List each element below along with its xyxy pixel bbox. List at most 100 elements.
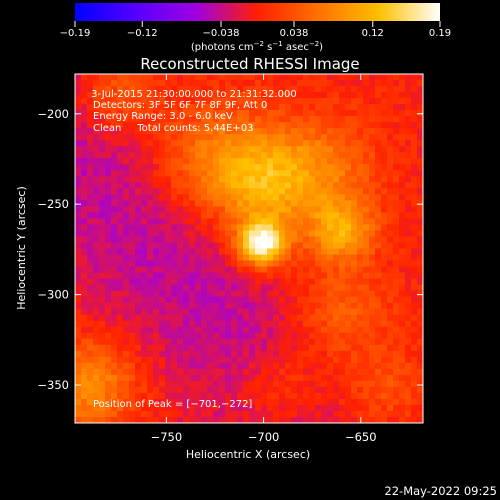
heatmap-pixel (153, 200, 160, 207)
heatmap-pixel (255, 410, 262, 418)
heatmap-pixel (381, 332, 388, 340)
heatmap-pixel (165, 212, 172, 219)
heatmap-pixel (201, 110, 208, 117)
heatmap-pixel (135, 152, 142, 159)
heatmap-pixel (195, 128, 202, 135)
heatmap-pixel (291, 374, 298, 382)
heatmap-pixel (279, 242, 286, 249)
heatmap-pixel (399, 194, 406, 201)
heatmap-pixel (237, 242, 244, 249)
heatmap-pixel (387, 152, 394, 159)
heatmap-pixel (135, 80, 142, 87)
heatmap-pixel (189, 134, 196, 141)
heatmap-pixel (171, 86, 178, 93)
heatmap-pixel (99, 230, 106, 237)
heatmap-pixel (285, 290, 292, 298)
heatmap-pixel (417, 404, 423, 412)
heatmap-pixel (243, 380, 250, 388)
heatmap-pixel (195, 386, 202, 394)
heatmap-pixel (159, 320, 166, 328)
heatmap-pixel (393, 356, 400, 364)
heatmap-pixel (285, 170, 292, 177)
heatmap-pixel (255, 176, 262, 183)
heatmap-pixel (87, 404, 94, 412)
annotation-total-counts: Clean Total counts: 5.44E+03 (93, 123, 253, 134)
heatmap-pixel (393, 326, 400, 334)
heatmap-pixel (363, 128, 370, 135)
heatmap-pixel (285, 224, 292, 231)
heatmap-pixel (405, 302, 412, 310)
heatmap-pixel (237, 146, 244, 153)
heatmap-pixel (195, 272, 202, 279)
heatmap-pixel (75, 260, 82, 267)
annotation-detectors: Detectors: 3F 5F 6F 7F 8F 9F, Att 0 (93, 100, 267, 111)
heatmap-pixel (171, 134, 178, 141)
heatmap-pixel (177, 392, 184, 400)
heatmap-pixel (339, 386, 346, 394)
heatmap-pixel (195, 188, 202, 195)
heatmap-pixel (159, 194, 166, 201)
heatmap-pixel (315, 152, 322, 159)
heatmap-pixel (267, 386, 274, 394)
heatmap-pixel (135, 404, 142, 412)
heatmap-pixel (255, 296, 262, 304)
heatmap-pixel (345, 254, 352, 261)
heatmap-pixel (291, 74, 298, 81)
heatmap-pixel (351, 302, 358, 310)
heatmap-pixel (171, 254, 178, 261)
heatmap-pixel (249, 290, 256, 298)
heatmap-pixel (183, 404, 190, 412)
heatmap-pixel (135, 104, 142, 111)
heatmap-pixel (357, 398, 364, 406)
heatmap-pixel (351, 350, 358, 358)
heatmap-pixel (405, 398, 412, 406)
heatmap-pixel (339, 188, 346, 195)
heatmap-pixel (219, 134, 226, 141)
heatmap-pixel (393, 266, 400, 273)
heatmap-pixel (357, 410, 364, 418)
heatmap-pixel (291, 410, 298, 418)
heatmap-pixel (201, 380, 208, 388)
heatmap-pixel (363, 170, 370, 177)
heatmap-pixel (117, 308, 124, 316)
heatmap-pixel (333, 92, 340, 99)
heatmap-pixel (135, 200, 142, 207)
heatmap-pixel (189, 158, 196, 165)
heatmap-pixel (159, 74, 166, 81)
heatmap-pixel (207, 116, 214, 123)
heatmap-pixel (357, 146, 364, 153)
heatmap-pixel (117, 230, 124, 237)
heatmap-pixel (129, 290, 136, 298)
heatmap-pixel (213, 128, 220, 135)
heatmap-pixel (189, 404, 196, 412)
heatmap-pixel (285, 326, 292, 334)
heatmap-pixel (417, 224, 423, 231)
heatmap-pixel (141, 230, 148, 237)
heatmap-pixel (369, 350, 376, 358)
heatmap-pixel (171, 344, 178, 352)
y-tick-label: −350 (37, 378, 69, 392)
heatmap-pixel (237, 224, 244, 231)
heatmap-pixel (297, 374, 304, 382)
heatmap-pixel (237, 164, 244, 171)
heatmap-pixel (297, 338, 304, 346)
heatmap-pixel (165, 164, 172, 171)
heatmap-pixel (75, 314, 82, 322)
heatmap-pixel (87, 350, 94, 358)
heatmap-pixel (417, 248, 423, 255)
heatmap-pixel (357, 218, 364, 225)
heatmap-pixel (399, 356, 406, 364)
heatmap-pixel (405, 92, 412, 99)
heatmap-pixel (297, 80, 304, 87)
heatmap-pixel (357, 350, 364, 358)
heatmap-pixel (159, 92, 166, 99)
heatmap-pixel (285, 302, 292, 310)
heatmap-pixel (363, 362, 370, 370)
heatmap-pixel (285, 338, 292, 346)
heatmap-pixel (297, 368, 304, 376)
heatmap-pixel (261, 398, 268, 406)
heatmap-pixel (231, 158, 238, 165)
heatmap-pixel (417, 260, 423, 267)
heatmap-pixel (135, 356, 142, 364)
heatmap-pixel (339, 248, 346, 255)
